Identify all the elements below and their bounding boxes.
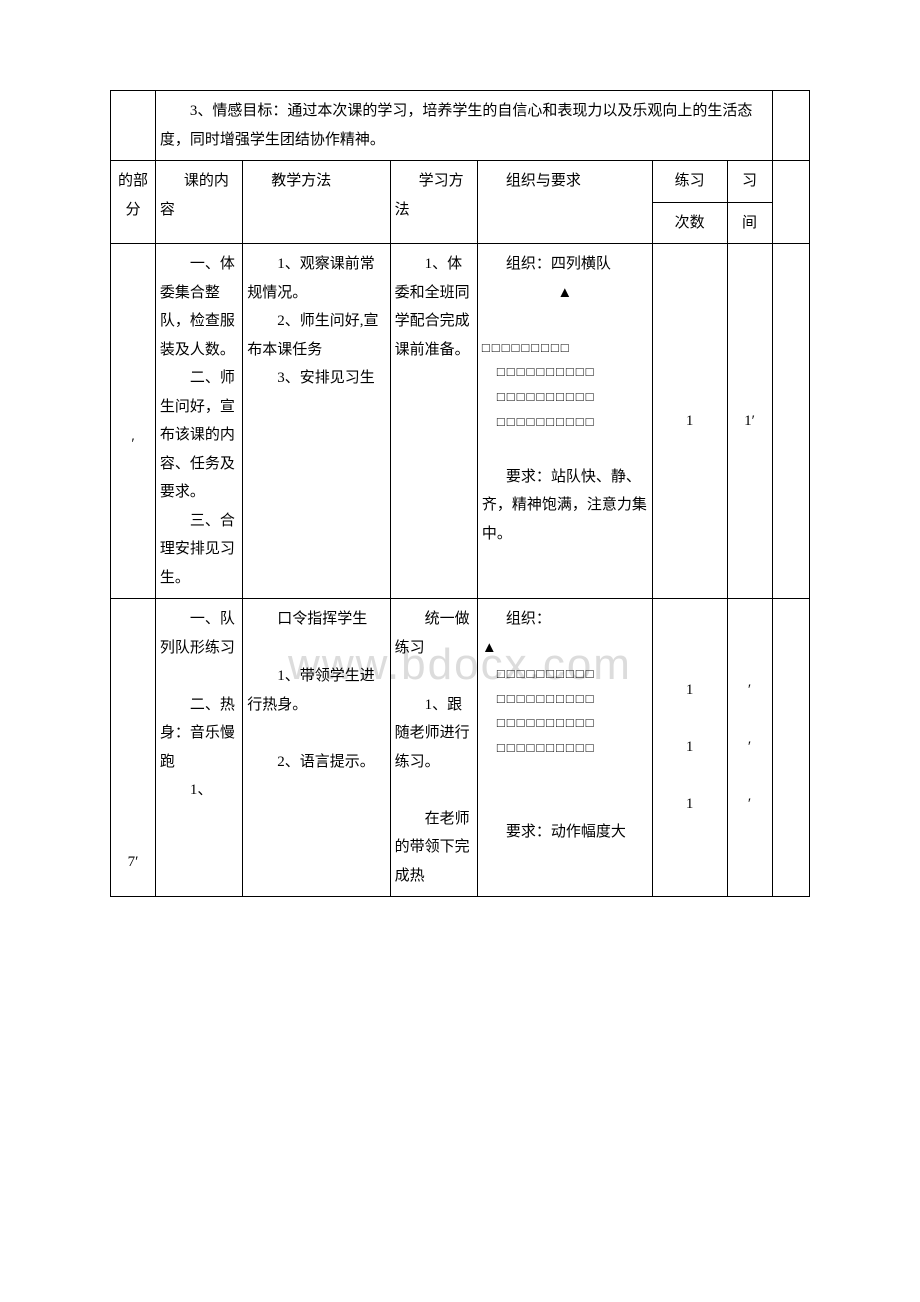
r2-learn: 统一做练习 1、跟随老师进行练习。 在老师的带领下完成热: [390, 599, 477, 897]
r1-part: ′: [111, 244, 156, 599]
emotional-goal-cell: 3、情感目标：通过本次课的学习，培养学生的自信心和表现力以及乐观向上的生活态度，…: [155, 91, 772, 161]
hdr-learn: 学习方法: [390, 161, 477, 244]
r1-jian: 1′: [727, 244, 772, 599]
r1-org-sq1: □□□□□□□□□: [482, 336, 648, 361]
r1-teach: 1、观察课前常规情况。 2、师生问好,宣布本课任务 3、安排见习生: [243, 244, 390, 599]
hdr-part: 的部分: [111, 161, 156, 244]
r1-learn: 1、体委和全班同学配合完成课前准备。: [390, 244, 477, 599]
r1-org-sq4: □□□□□□□□□□: [482, 410, 648, 435]
hdr-ci-bot: 次数: [652, 202, 727, 244]
r2-content: 一、队列队形练习 二、热身：音乐慢跑 1、: [155, 599, 242, 897]
goal-left-stub: [111, 91, 156, 161]
hdr-teach: 教学方法: [243, 161, 390, 244]
hdr-xi-top: 习: [727, 161, 772, 203]
r2-org-triangle: ▲: [482, 634, 648, 663]
lesson-plan-table: 3、情感目标：通过本次课的学习，培养学生的自信心和表现力以及乐观向上的生活态度，…: [110, 90, 810, 897]
r1-org-title: 组织：四列横队: [482, 250, 648, 279]
r1-org-sq2: □□□□□□□□□□: [482, 360, 648, 385]
goal-right-stub: [772, 91, 810, 161]
r2-org-sq1: □□□□□□□□□□: [482, 662, 648, 687]
r1-org-triangle: ▲: [482, 279, 648, 308]
hdr-lianxi-top: 练习: [652, 161, 727, 203]
r2-org-sq3: □□□□□□□□□□: [482, 711, 648, 736]
r2-jian: ′ ′ ′: [727, 599, 772, 897]
r2-teach: 口令指挥学生 1、带领学生进行热身。 2、语言提示。: [243, 599, 390, 897]
r2-org-title: 组织：: [482, 605, 648, 634]
r2-extra: [772, 599, 810, 897]
emotional-goal-text: 3、情感目标：通过本次课的学习，培养学生的自信心和表现力以及乐观向上的生活态度，…: [160, 97, 768, 154]
r1-org-sq3: □□□□□□□□□□: [482, 385, 648, 410]
hdr-jian-bot: 间: [727, 202, 772, 244]
hdr-extra: [772, 161, 810, 244]
r1-ci: 1: [652, 244, 727, 599]
r2-org: 组织： ▲ □□□□□□□□□□ □□□□□□□□□□ □□□□□□□□□□ □…: [477, 599, 652, 897]
r2-org-sq2: □□□□□□□□□□: [482, 687, 648, 712]
r1-org-req: 要求：站队快、静、齐，精神饱满，注意力集中。: [482, 463, 648, 549]
r2-org-req: 要求：动作幅度大: [482, 818, 648, 847]
r1-content: 一、体委集合整队，检查服装及人数。 二、师生问好，宣布该课的内容、任务及要求。 …: [155, 244, 242, 599]
r2-org-sq4: □□□□□□□□□□: [482, 736, 648, 761]
r2-part: 7′: [111, 599, 156, 897]
r1-org: 组织：四列横队 ▲ □□□□□□□□□ □□□□□□□□□□ □□□□□□□□□…: [477, 244, 652, 599]
hdr-org: 组织与要求: [477, 161, 652, 244]
r2-ci: 1 1 1: [652, 599, 727, 897]
hdr-content: 课的内容: [155, 161, 242, 244]
r1-extra: [772, 244, 810, 599]
